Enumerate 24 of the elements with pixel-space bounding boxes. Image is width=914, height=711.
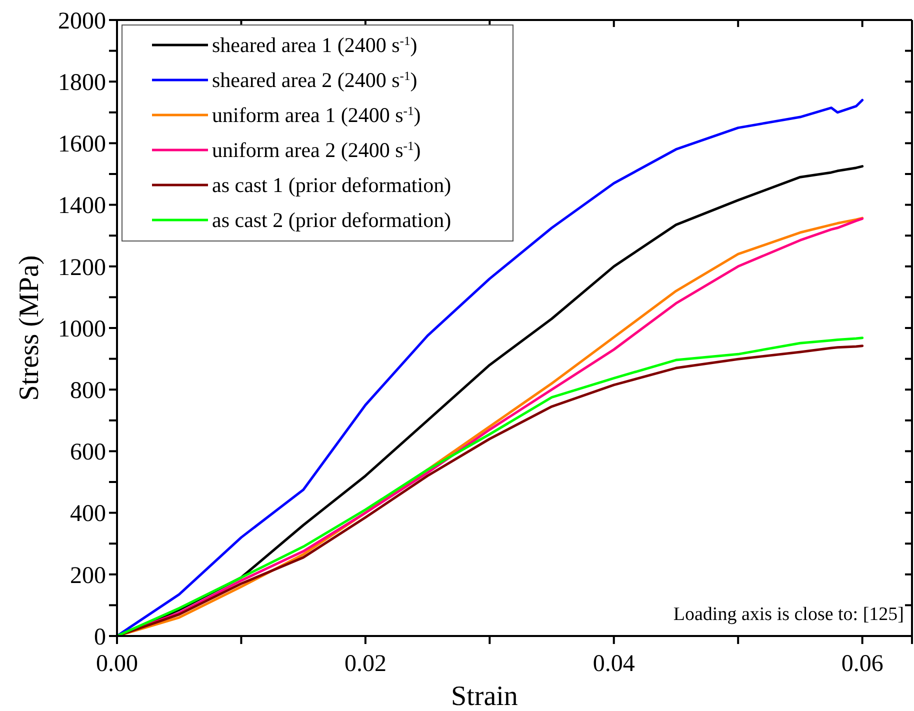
annotation: Loading axis is close to: [125] [673, 604, 904, 625]
legend-label: sheared area 1 (2400 s$^{-1}$) [212, 33, 418, 57]
y-tick-label: 1000 [58, 316, 106, 342]
y-tick-label: 1200 [58, 254, 106, 281]
legend-label: uniform area 2 (2400 s$^{-1}$) [212, 138, 421, 162]
legend-label: sheared area 2 (2400 s$^{-1}$) [212, 68, 418, 92]
y-tick-label: 1800 [58, 70, 106, 96]
y-tick-label: 2000 [58, 8, 106, 34]
x-tick-label: 0.06 [841, 651, 884, 677]
legend-label: as cast 2 (prior deformation) [212, 208, 452, 232]
x-axis-title: Strain [451, 681, 518, 711]
y-tick-label: 800 [70, 378, 106, 404]
y-axis-title: Stress (MPa) [14, 255, 45, 401]
y-tick-label: 400 [70, 501, 106, 528]
y-tick-label: 1600 [58, 132, 106, 158]
legend-label: as cast 1 (prior deformation) [212, 173, 452, 197]
legend-label: uniform area 1 (2400 s$^{-1}$) [212, 103, 421, 127]
x-tick-label: 0.02 [344, 651, 386, 677]
y-tick-label: 0 [94, 624, 106, 650]
x-tick-label: 0.00 [96, 651, 138, 677]
x-tick-label: 0.04 [592, 651, 635, 677]
y-tick-label: 600 [70, 440, 106, 466]
y-tick-label: 1400 [58, 193, 106, 220]
y-tick-label: 200 [70, 562, 106, 589]
